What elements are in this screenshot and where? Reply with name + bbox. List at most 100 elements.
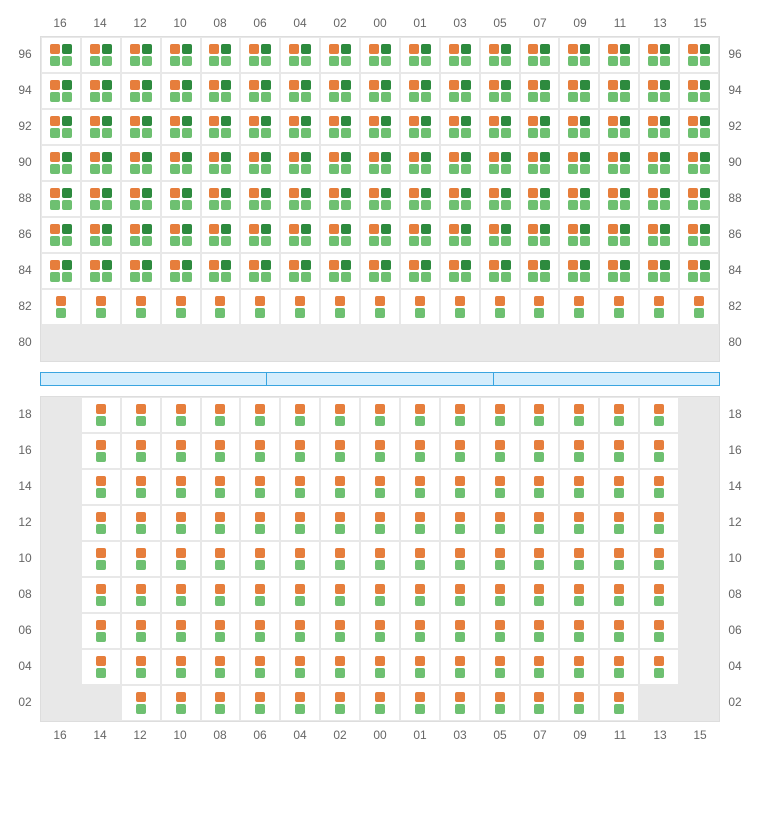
rack-cell[interactable] <box>320 37 360 73</box>
rack-cell[interactable] <box>559 109 599 145</box>
rack-cell[interactable] <box>280 577 320 613</box>
rack-cell[interactable] <box>639 433 679 469</box>
rack-cell[interactable] <box>639 37 679 73</box>
rack-cell[interactable] <box>240 541 280 577</box>
rack-cell[interactable] <box>161 541 201 577</box>
rack-cell[interactable] <box>161 397 201 433</box>
rack-cell[interactable] <box>81 37 121 73</box>
rack-cell[interactable] <box>320 469 360 505</box>
rack-cell[interactable] <box>679 109 719 145</box>
rack-cell[interactable] <box>679 325 719 361</box>
rack-cell[interactable] <box>440 505 480 541</box>
rack-cell[interactable] <box>440 577 480 613</box>
rack-cell[interactable] <box>599 613 639 649</box>
rack-cell[interactable] <box>599 145 639 181</box>
rack-cell[interactable] <box>81 145 121 181</box>
rack-cell[interactable] <box>520 289 560 325</box>
rack-cell[interactable] <box>599 325 639 361</box>
rack-cell[interactable] <box>161 217 201 253</box>
rack-cell[interactable] <box>440 73 480 109</box>
rack-cell[interactable] <box>161 325 201 361</box>
rack-cell[interactable] <box>559 649 599 685</box>
rack-cell[interactable] <box>360 217 400 253</box>
rack-cell[interactable] <box>240 325 280 361</box>
rack-cell[interactable] <box>440 685 480 721</box>
rack-cell[interactable] <box>440 109 480 145</box>
rack-cell[interactable] <box>320 397 360 433</box>
rack-cell[interactable] <box>599 397 639 433</box>
rack-cell[interactable] <box>41 145 81 181</box>
rack-cell[interactable] <box>201 109 241 145</box>
rack-cell[interactable] <box>520 217 560 253</box>
rack-cell[interactable] <box>480 685 520 721</box>
rack-cell[interactable] <box>679 289 719 325</box>
rack-cell[interactable] <box>161 253 201 289</box>
rack-cell[interactable] <box>320 109 360 145</box>
rack-cell[interactable] <box>480 541 520 577</box>
rack-cell[interactable] <box>400 505 440 541</box>
rack-cell[interactable] <box>320 217 360 253</box>
rack-cell[interactable] <box>559 217 599 253</box>
rack-cell[interactable] <box>240 73 280 109</box>
rack-cell[interactable] <box>121 613 161 649</box>
rack-cell[interactable] <box>121 685 161 721</box>
rack-cell[interactable] <box>121 73 161 109</box>
rack-cell[interactable] <box>121 181 161 217</box>
rack-cell[interactable] <box>360 577 400 613</box>
rack-cell[interactable] <box>559 37 599 73</box>
rack-cell[interactable] <box>280 217 320 253</box>
rack-cell[interactable] <box>480 469 520 505</box>
rack-cell[interactable] <box>639 145 679 181</box>
rack-cell[interactable] <box>679 181 719 217</box>
rack-cell[interactable] <box>679 217 719 253</box>
rack-cell[interactable] <box>41 325 81 361</box>
rack-cell[interactable] <box>639 469 679 505</box>
rack-cell[interactable] <box>280 253 320 289</box>
rack-cell[interactable] <box>280 685 320 721</box>
rack-cell[interactable] <box>360 613 400 649</box>
rack-cell[interactable] <box>280 325 320 361</box>
rack-cell[interactable] <box>320 577 360 613</box>
rack-cell[interactable] <box>679 649 719 685</box>
rack-cell[interactable] <box>81 253 121 289</box>
rack-cell[interactable] <box>440 397 480 433</box>
rack-cell[interactable] <box>201 541 241 577</box>
rack-cell[interactable] <box>121 649 161 685</box>
rack-cell[interactable] <box>161 469 201 505</box>
rack-cell[interactable] <box>320 289 360 325</box>
rack-cell[interactable] <box>240 649 280 685</box>
rack-cell[interactable] <box>240 289 280 325</box>
rack-cell[interactable] <box>41 109 81 145</box>
rack-cell[interactable] <box>280 109 320 145</box>
rack-cell[interactable] <box>41 505 81 541</box>
rack-cell[interactable] <box>121 541 161 577</box>
rack-cell[interactable] <box>280 613 320 649</box>
rack-cell[interactable] <box>599 577 639 613</box>
rack-cell[interactable] <box>400 685 440 721</box>
rack-cell[interactable] <box>121 109 161 145</box>
rack-cell[interactable] <box>360 109 400 145</box>
rack-cell[interactable] <box>639 505 679 541</box>
rack-cell[interactable] <box>480 253 520 289</box>
rack-cell[interactable] <box>520 109 560 145</box>
rack-cell[interactable] <box>679 397 719 433</box>
rack-cell[interactable] <box>280 541 320 577</box>
rack-cell[interactable] <box>559 469 599 505</box>
rack-cell[interactable] <box>121 397 161 433</box>
rack-cell[interactable] <box>280 649 320 685</box>
rack-cell[interactable] <box>679 541 719 577</box>
rack-cell[interactable] <box>41 181 81 217</box>
rack-cell[interactable] <box>400 217 440 253</box>
rack-cell[interactable] <box>201 433 241 469</box>
rack-cell[interactable] <box>201 577 241 613</box>
rack-cell[interactable] <box>639 217 679 253</box>
rack-cell[interactable] <box>400 649 440 685</box>
rack-cell[interactable] <box>559 325 599 361</box>
rack-cell[interactable] <box>520 73 560 109</box>
rack-cell[interactable] <box>360 505 400 541</box>
rack-cell[interactable] <box>41 685 81 721</box>
rack-cell[interactable] <box>480 217 520 253</box>
rack-cell[interactable] <box>280 433 320 469</box>
rack-cell[interactable] <box>320 541 360 577</box>
rack-cell[interactable] <box>440 433 480 469</box>
